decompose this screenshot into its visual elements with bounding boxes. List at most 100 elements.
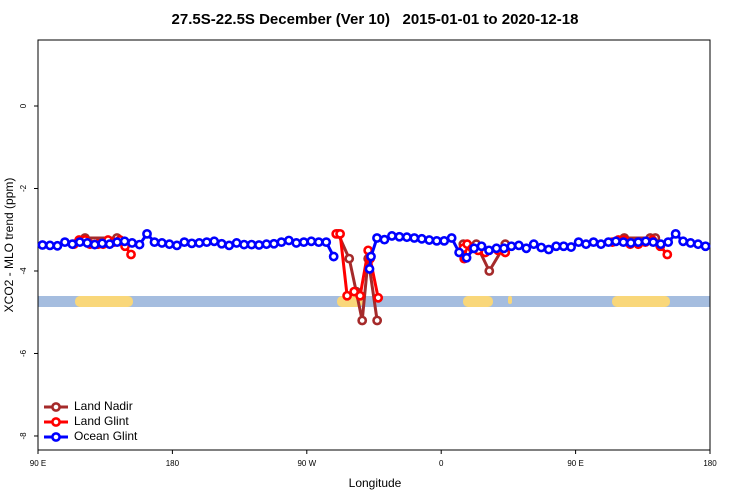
data-point xyxy=(581,239,591,250)
data-point xyxy=(52,240,63,251)
x-axis-label: Longitude xyxy=(349,476,402,490)
data-point xyxy=(387,231,397,241)
x-tick-label: 180 xyxy=(703,459,717,468)
data-point xyxy=(164,239,175,250)
land-patch xyxy=(75,296,133,307)
data-point xyxy=(551,241,562,252)
data-point xyxy=(335,228,346,239)
data-point xyxy=(328,251,339,262)
data-point xyxy=(313,237,324,248)
data-point xyxy=(625,238,636,248)
data-point xyxy=(112,237,123,248)
x-tick-label: 90 E xyxy=(30,459,46,468)
data-point xyxy=(484,245,494,256)
data-point xyxy=(640,236,651,247)
data-point xyxy=(194,238,205,248)
data-point xyxy=(89,239,100,250)
data-point xyxy=(283,235,294,246)
data-point xyxy=(678,236,689,247)
data-point xyxy=(633,237,644,248)
data-point xyxy=(700,241,711,252)
x-tick-label: 0 xyxy=(439,459,444,468)
data-point xyxy=(254,240,264,250)
data-point xyxy=(372,315,383,326)
data-point xyxy=(685,238,696,248)
data-point xyxy=(409,233,420,243)
data-point xyxy=(342,290,353,301)
data-point xyxy=(476,241,487,252)
data-point xyxy=(231,238,242,248)
data-point xyxy=(269,238,279,249)
land-patch xyxy=(612,296,670,307)
data-point xyxy=(603,237,614,248)
land-patch xyxy=(463,296,493,307)
data-point xyxy=(454,247,465,258)
data-point xyxy=(469,243,479,254)
data-point xyxy=(446,233,457,243)
legend-marker xyxy=(51,432,61,442)
legend-marker xyxy=(51,417,61,427)
data-point xyxy=(157,238,167,248)
x-tick-label: 180 xyxy=(166,459,180,468)
data-point xyxy=(693,239,703,250)
y-tick-label: 0 xyxy=(19,103,28,108)
data-point xyxy=(239,239,249,250)
data-point xyxy=(344,253,355,264)
data-point xyxy=(291,238,302,248)
data-point xyxy=(201,237,212,248)
y-tick-label: -4 xyxy=(19,267,28,275)
data-point xyxy=(506,241,517,252)
data-point xyxy=(59,237,70,248)
y-axis-label: XCO2 - MLO trend (ppm) xyxy=(2,178,16,313)
data-point xyxy=(566,242,577,252)
data-point xyxy=(127,238,137,248)
chart-title: 27.5S-22.5S December (Ver 10) 2015-01-01… xyxy=(172,11,579,28)
data-point xyxy=(261,239,272,250)
data-point xyxy=(179,237,190,248)
data-point xyxy=(491,243,502,254)
data-point xyxy=(401,232,412,243)
data-point xyxy=(366,251,376,262)
data-point xyxy=(224,240,235,251)
data-point xyxy=(372,233,382,243)
data-point xyxy=(97,238,108,249)
data-point xyxy=(521,243,532,254)
data-point xyxy=(119,236,130,247)
data-point xyxy=(373,292,384,303)
data-point xyxy=(431,235,442,246)
data-point xyxy=(528,239,539,250)
data-point xyxy=(321,237,332,248)
data-point xyxy=(573,237,584,248)
data-point xyxy=(662,249,673,260)
x-tick-label: 90 E xyxy=(567,459,583,468)
land-patch xyxy=(508,296,512,304)
y-tick-label: -2 xyxy=(19,184,28,192)
data-point xyxy=(499,243,509,254)
data-point xyxy=(588,237,599,248)
data-point xyxy=(536,242,547,253)
legend-marker xyxy=(51,402,61,412)
data-point xyxy=(37,240,48,250)
data-point xyxy=(355,290,366,301)
data-point xyxy=(439,235,450,246)
data-point xyxy=(364,264,375,274)
data-point xyxy=(276,237,287,248)
data-point xyxy=(82,238,93,248)
data-point xyxy=(558,241,569,252)
x-tick-label: 90 W xyxy=(297,459,316,468)
data-point xyxy=(142,228,152,239)
data-point xyxy=(74,237,85,248)
series-line xyxy=(85,233,656,321)
data-point xyxy=(416,233,427,244)
legend-label: Land Glint xyxy=(74,414,129,428)
data-point xyxy=(171,240,182,251)
data-point xyxy=(67,239,78,250)
data-point xyxy=(149,237,160,248)
legend-label: Land Nadir xyxy=(74,399,133,413)
data-point xyxy=(648,237,659,248)
data-point xyxy=(379,234,390,245)
data-point xyxy=(484,266,495,276)
data-point xyxy=(216,238,227,249)
data-point xyxy=(611,236,621,247)
